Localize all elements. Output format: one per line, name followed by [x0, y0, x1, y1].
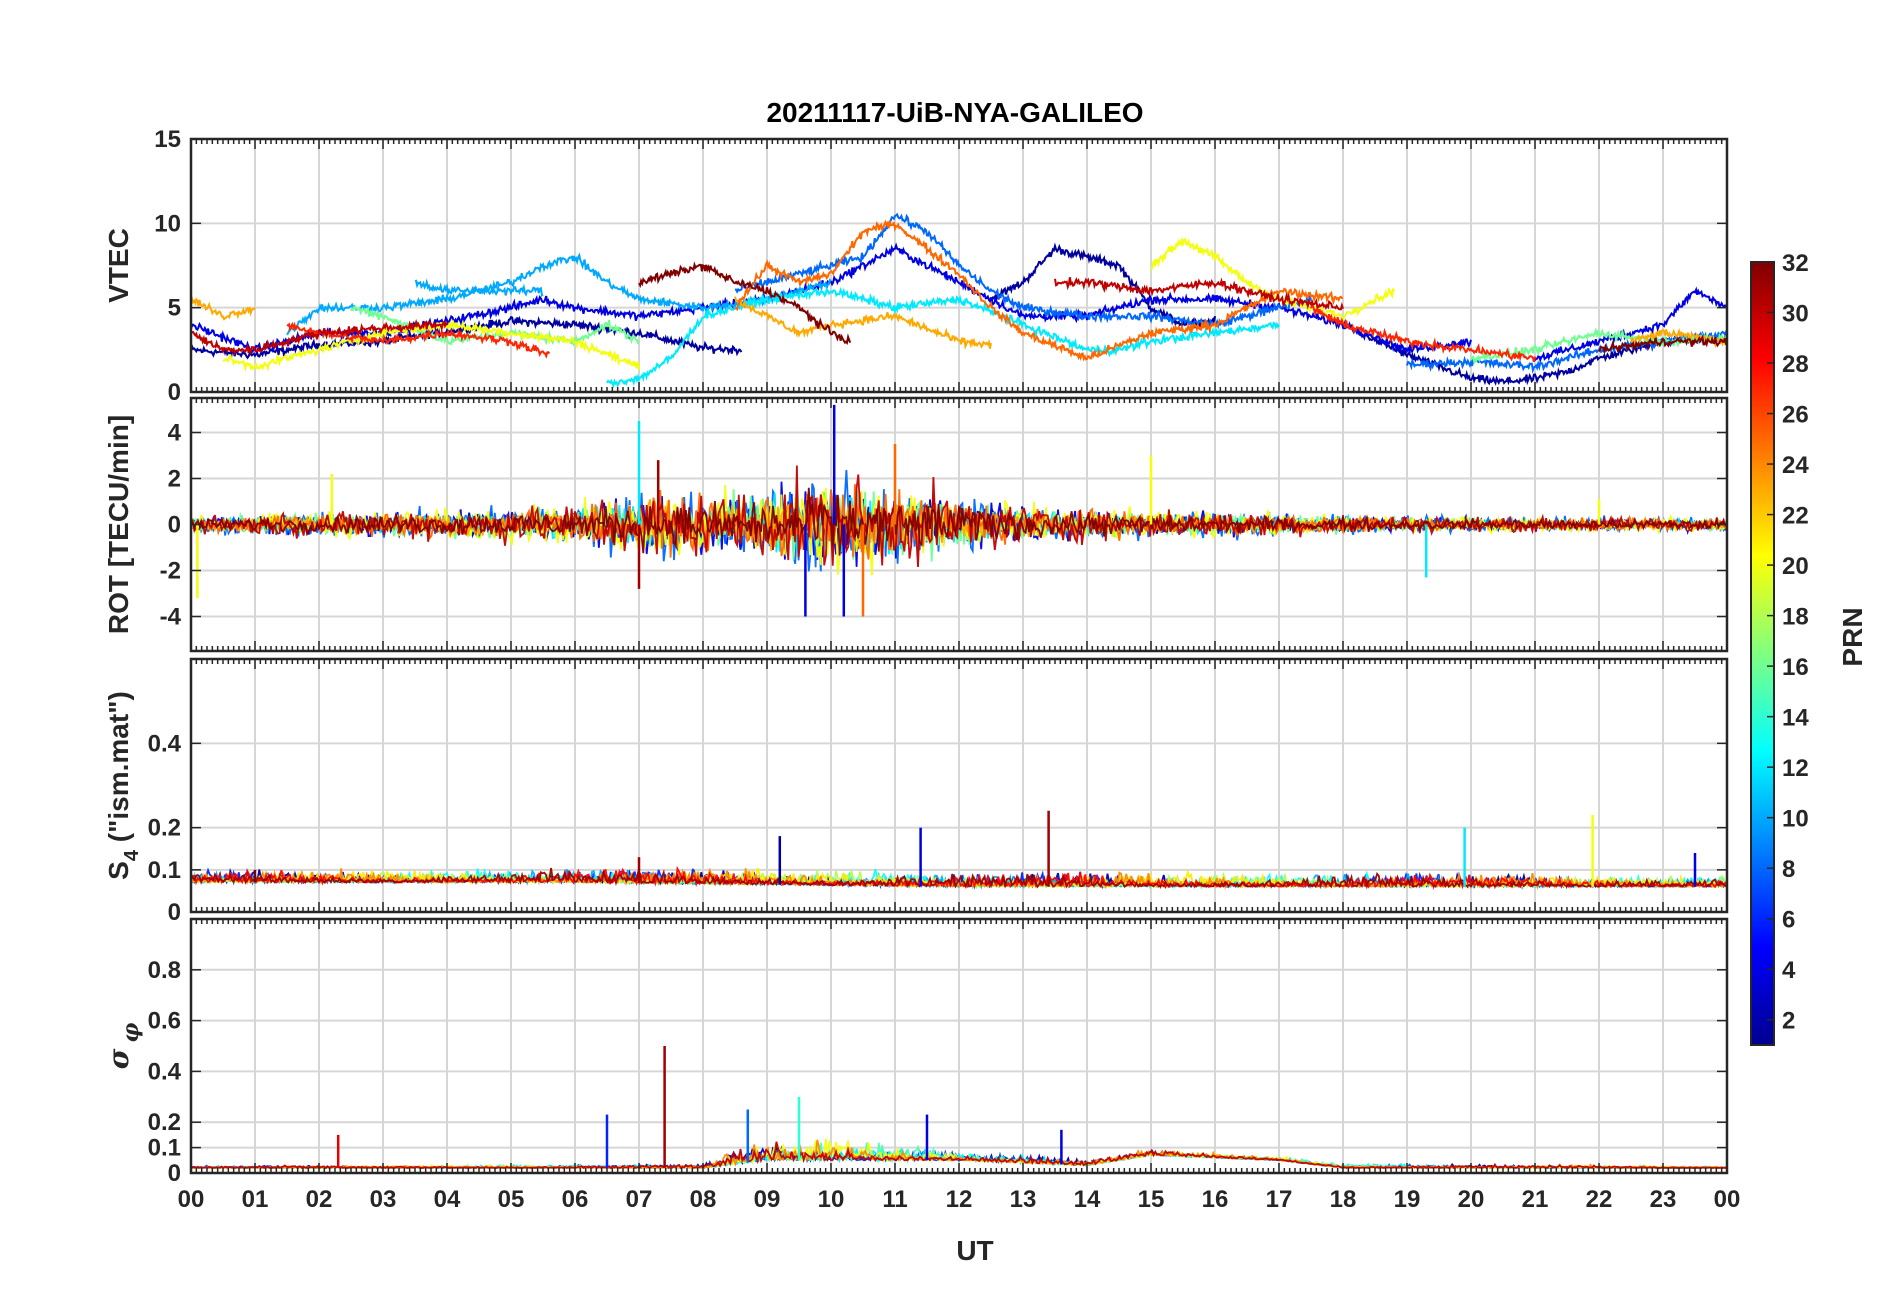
- y-tick-label: 0: [168, 899, 181, 926]
- y-tick-label: 10: [154, 210, 181, 237]
- colorbar-tick-label: 20: [1782, 553, 1809, 580]
- y-tick-label: 2: [168, 466, 181, 493]
- series-line-prn-32: [191, 487, 1727, 556]
- colorbar-tick-label: 30: [1782, 301, 1809, 328]
- colorbar-tick-label: 28: [1782, 351, 1809, 378]
- series-group: [191, 404, 1727, 617]
- x-tick-label: 04: [434, 1186, 461, 1213]
- x-tick-label: 13: [1010, 1186, 1037, 1213]
- panel-vtec: 0 5 10 15 VTEC: [103, 126, 1729, 406]
- y-axis-label-s4: S4 ("ism.mat"): [103, 691, 143, 880]
- colorbar-tick-label: 22: [1782, 503, 1809, 530]
- colorbar-label: PRN: [1837, 607, 1868, 666]
- y-tick-label: 0.2: [148, 1109, 181, 1136]
- x-tick-label: 23: [1650, 1186, 1677, 1213]
- colorbar-tick-label: 12: [1782, 755, 1809, 782]
- y-axis-label-rot: ROT [TECU/min]: [103, 415, 134, 634]
- y-tick-label: 0.1: [148, 1135, 181, 1162]
- colorbar-scale: [1750, 261, 1775, 1046]
- y-tick-label: 0.2: [148, 815, 181, 842]
- y-tick-label: -2: [160, 558, 181, 585]
- y-tick-label: -4: [160, 604, 182, 631]
- y-tick-label: 0: [168, 379, 181, 406]
- colorbar-tick-label: 10: [1782, 806, 1809, 833]
- x-tick-label: 11: [882, 1186, 907, 1213]
- series-line-prn-23: [191, 295, 256, 321]
- series-line-prn-4: [1534, 286, 1727, 363]
- series-line-prn-27: [1310, 302, 1536, 363]
- x-tick-label: 16: [1202, 1186, 1229, 1213]
- series-line-prn-2: [990, 242, 1216, 330]
- x-tick-label: 05: [498, 1186, 525, 1213]
- x-tick-label: 01: [242, 1186, 269, 1213]
- y-tick-label: 0.4: [148, 1058, 182, 1085]
- series-group: [191, 212, 1727, 389]
- y-tick-label: 0: [168, 1160, 181, 1187]
- series-line-prn-23: [1630, 327, 1727, 349]
- series-line-prn-25: [734, 219, 1344, 362]
- x-tick-label: 12: [946, 1186, 973, 1213]
- colorbar-tick-label: 16: [1782, 654, 1809, 681]
- x-tick-label: 14: [1074, 1186, 1101, 1213]
- chart-title: 20211117-UiB-NYA-GALILEO: [766, 97, 1143, 128]
- colorbar-tick-label: 6: [1782, 907, 1795, 934]
- series-line-prn-23: [734, 296, 992, 350]
- x-axis-label: UT: [956, 1235, 993, 1266]
- x-tick-label: 00: [1714, 1186, 1741, 1213]
- series-line-prn-10: [414, 278, 544, 297]
- colorbar-tick-label: 18: [1782, 604, 1809, 631]
- series-line-prn-32: [1598, 333, 1727, 355]
- x-tick-label: 17: [1266, 1186, 1293, 1213]
- x-tick-label: 19: [1394, 1186, 1421, 1213]
- series-line-prn-32: [638, 261, 852, 345]
- x-tick-label: 08: [690, 1186, 717, 1213]
- x-tick-label: 00: [178, 1186, 205, 1213]
- colorbar-tick-label: 24: [1782, 452, 1809, 479]
- series-line-prn-16: [350, 305, 640, 347]
- series-line-prn-12: [606, 286, 1280, 389]
- series-line-prn-31: [191, 867, 1727, 890]
- y-tick-label: 4: [168, 420, 182, 447]
- colorbar-tick-label: 26: [1782, 402, 1809, 429]
- series-line-prn-20: [223, 319, 640, 373]
- x-tick-label: 07: [626, 1186, 653, 1213]
- y-tick-label: 5: [168, 295, 181, 322]
- x-tick-label: 15: [1138, 1186, 1165, 1213]
- x-tick-label: 18: [1330, 1186, 1357, 1213]
- x-tick-label: 03: [370, 1186, 397, 1213]
- y-tick-label: 0.8: [148, 957, 181, 984]
- x-tick-label: 09: [754, 1186, 781, 1213]
- panel-s4: 0 0.1 0.2 0.4S4 ("ism.mat"): [103, 657, 1729, 926]
- y-axis-label-vtec: VTEC: [103, 228, 134, 303]
- colorbar-tick-label: 4: [1782, 957, 1796, 984]
- colorbar-tick-label: 2: [1782, 1008, 1795, 1035]
- y-tick-label: 0: [168, 512, 181, 539]
- x-tick-label: 22: [1586, 1186, 1613, 1213]
- series-line-prn-30: [191, 318, 448, 356]
- series-line-prn-27: [286, 321, 551, 359]
- colorbar-tick-label: 32: [1782, 250, 1809, 277]
- y-tick-label: 15: [154, 126, 181, 153]
- x-tick-label: 02: [306, 1186, 333, 1213]
- x-tick-label: 21: [1522, 1186, 1549, 1213]
- colorbar-tick-label: 14: [1782, 705, 1809, 732]
- y-axis-label-sigma_phi: σφ: [102, 1023, 144, 1070]
- x-tick-label: 10: [818, 1186, 845, 1213]
- y-tick-label: 0.4: [148, 730, 182, 757]
- series-line-prn-30: [1054, 276, 1344, 311]
- colorbar-tick-label: 8: [1782, 856, 1795, 883]
- series-group: [191, 810, 1727, 891]
- x-tick-label: 20: [1458, 1186, 1485, 1213]
- x-tick-label: 06: [562, 1186, 589, 1213]
- y-tick-label: 0.1: [148, 857, 181, 884]
- y-tick-label: 0.6: [148, 1008, 181, 1035]
- panel-rot: -4 -2 0 2 4 ROT [TECU/min]: [103, 396, 1729, 653]
- panel-sigma_phi: 00.10.2 0.4 0.6 0.8 σφ 00 01 02 03 04 05 06 07 08 09 10…: [102, 917, 1741, 1213]
